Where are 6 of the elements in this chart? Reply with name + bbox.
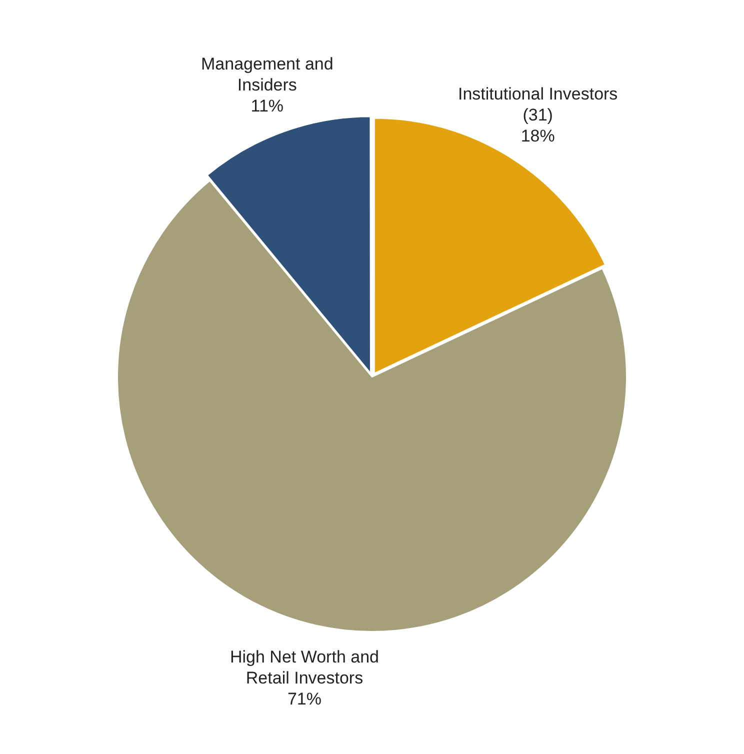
- slice-label: Institutional Investors (31): [458, 84, 618, 124]
- slice-label: High Net Worth and Retail Investors: [230, 648, 379, 688]
- data-label: 71%: [287, 690, 322, 709]
- data-label: 11%: [250, 96, 284, 116]
- data-label: 18%: [520, 126, 555, 146]
- slice-label: Management and Insiders: [200, 54, 334, 94]
